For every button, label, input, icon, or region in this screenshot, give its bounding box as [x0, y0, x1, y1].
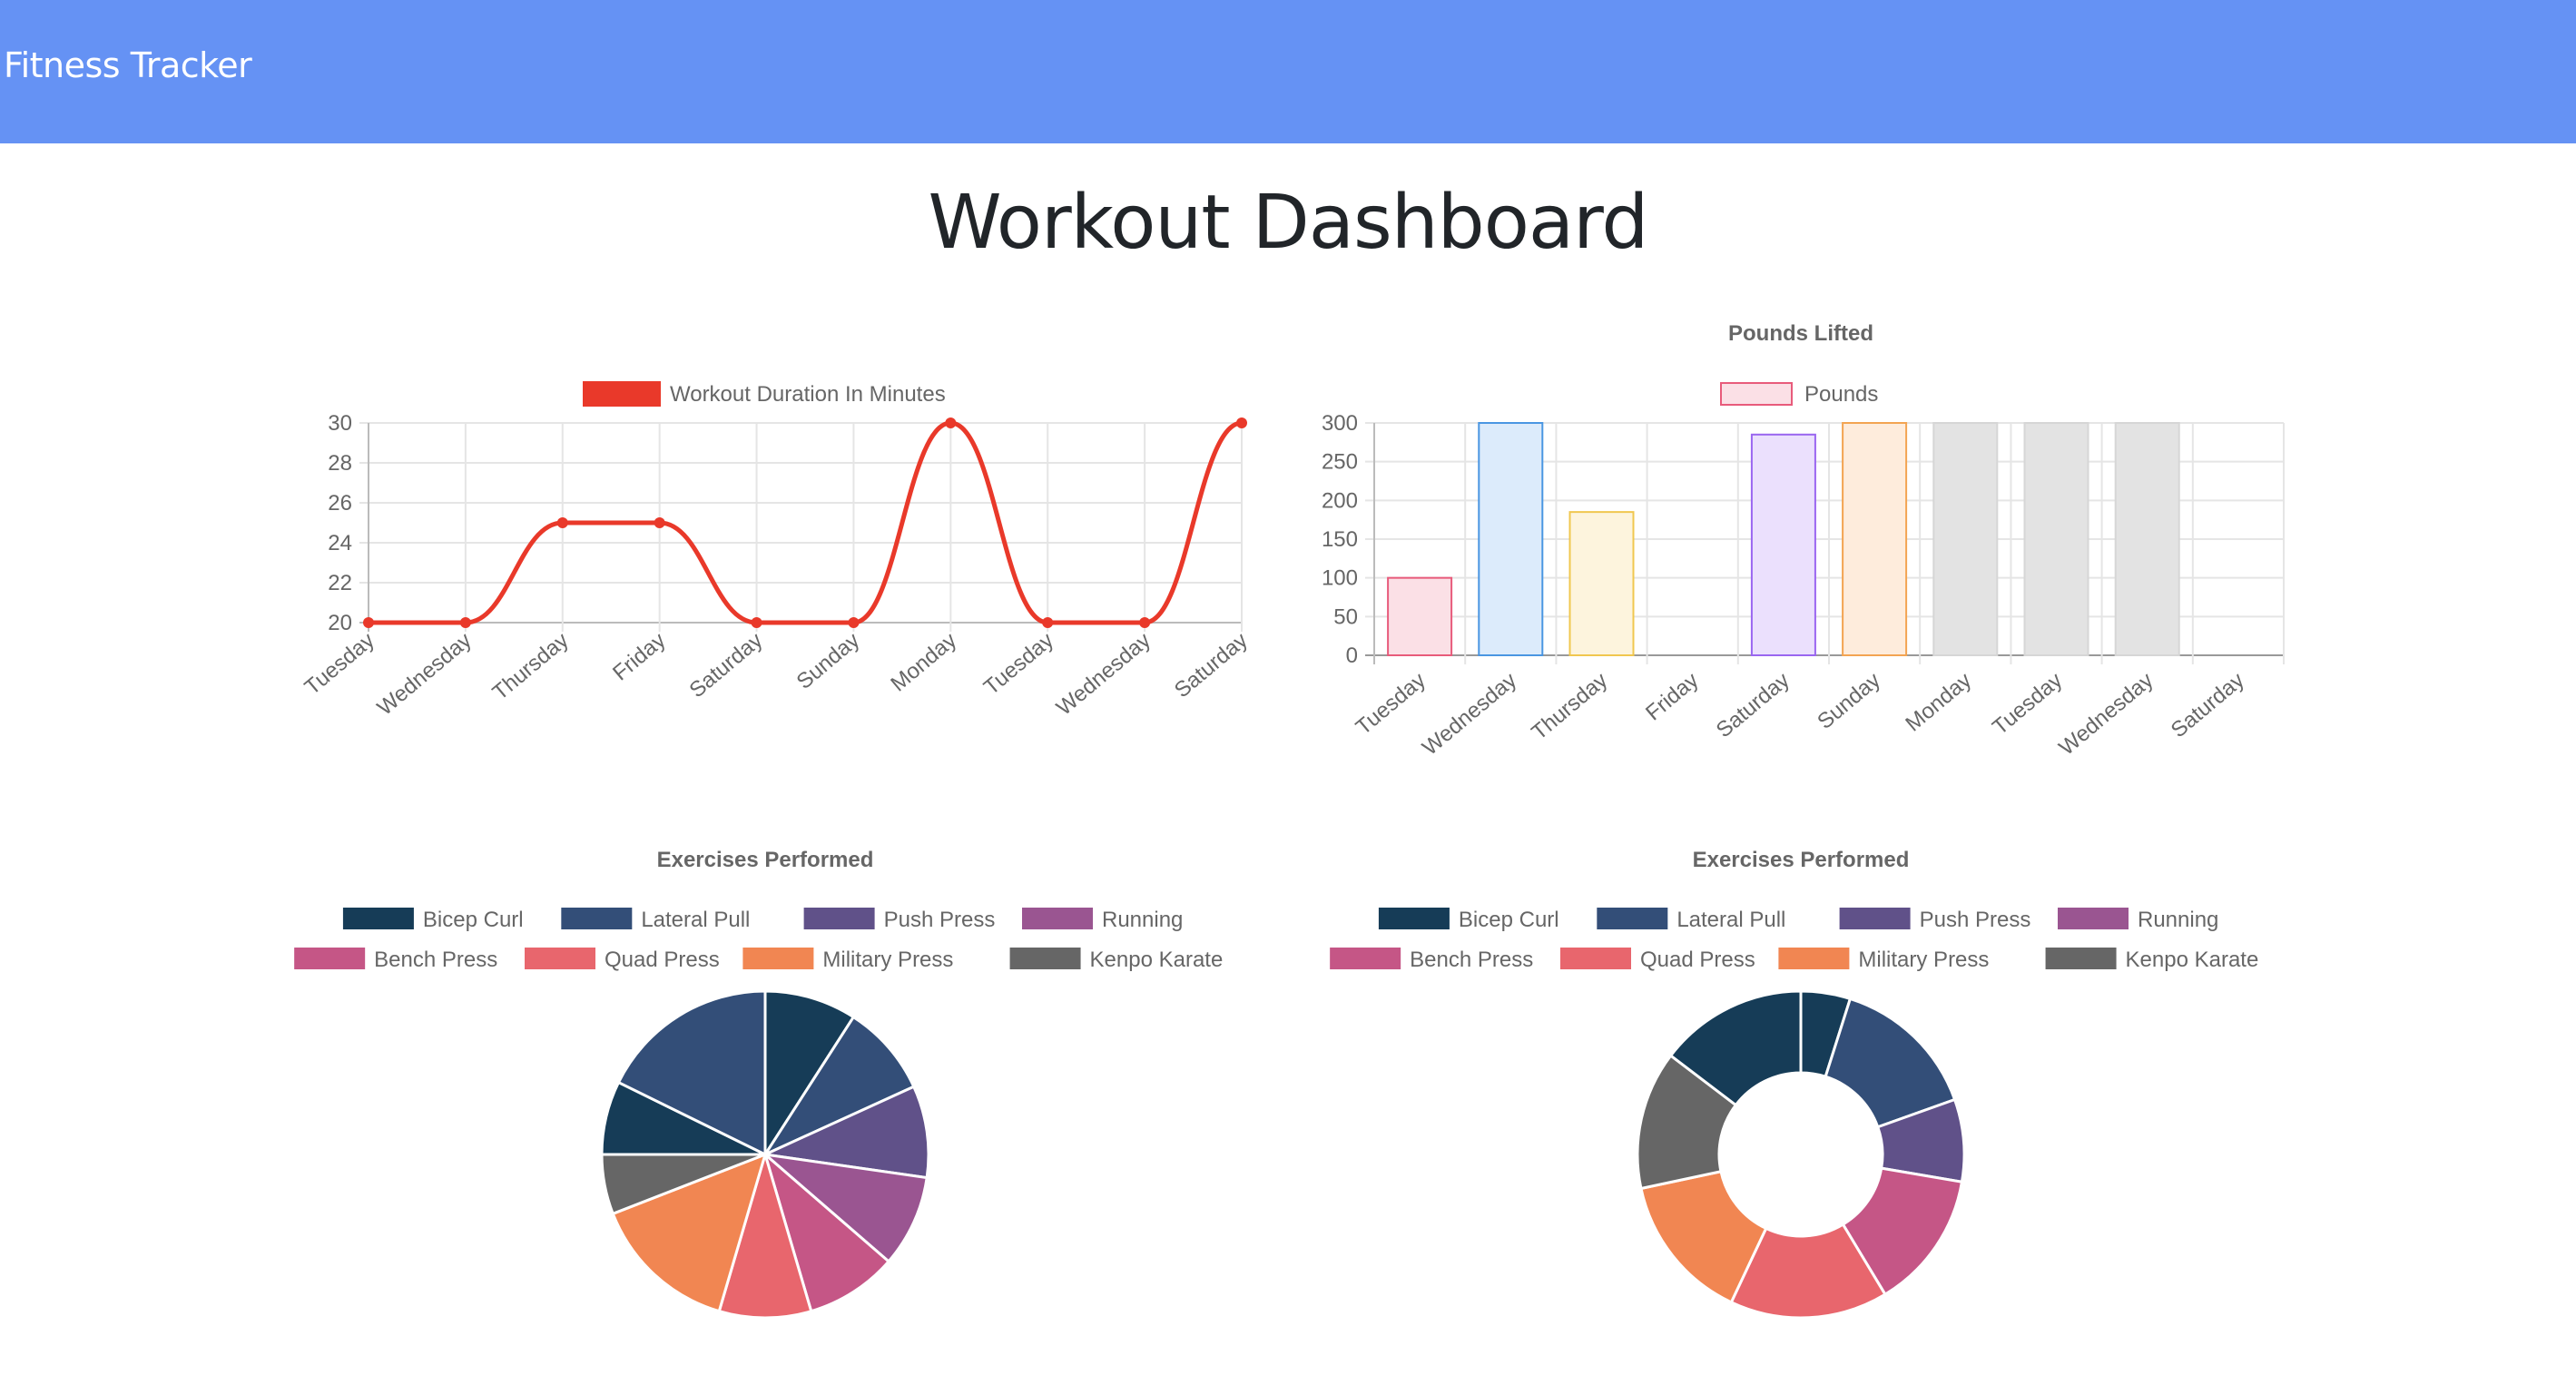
legend-label: Running — [2138, 908, 2218, 932]
chart-title: Pounds Lifted — [1728, 321, 1873, 346]
bar — [1750, 433, 1816, 656]
legend-label: Bicep Curl — [423, 908, 524, 932]
y-tick-label: 150 — [1322, 527, 1358, 552]
y-tick-label: 22 — [328, 571, 352, 595]
navbar-brand[interactable]: Fitness Tracker — [4, 45, 252, 85]
legend-label: Push Press — [1920, 908, 2031, 932]
line-point — [848, 617, 860, 628]
y-tick-label: 24 — [328, 531, 352, 555]
legend-label: Quad Press — [1640, 948, 1755, 972]
legend-swatch — [1560, 948, 1631, 969]
bar — [1478, 422, 1544, 656]
line-point — [459, 617, 471, 628]
legend-label: Running — [1102, 908, 1183, 932]
y-tick-label: 28 — [328, 451, 352, 476]
line-point — [1042, 617, 1054, 628]
legend-swatch — [1330, 948, 1401, 969]
slice-bicep-curl — [1668, 989, 1803, 1107]
slice-lateral-pull — [761, 1015, 916, 1158]
legend-label: Kenpo Karate — [2126, 948, 2259, 972]
legend-label: Lateral Pull — [1676, 908, 1785, 932]
page-title: Workout Dashboard — [928, 180, 1649, 266]
y-tick-label: 300 — [1322, 411, 1358, 436]
line-point — [654, 517, 665, 528]
bar — [1842, 422, 1908, 656]
legend-label: Lateral Pull — [641, 908, 750, 932]
slice-quad-press — [717, 1149, 813, 1320]
line-point — [945, 417, 957, 428]
legend-swatch — [1009, 948, 1081, 969]
legend-swatch — [525, 948, 595, 969]
legend-label: Bench Press — [1410, 948, 1533, 972]
line-point — [363, 617, 374, 628]
slice-military-press — [611, 1152, 768, 1313]
legend-swatch — [2058, 908, 2129, 929]
line-point — [751, 617, 762, 628]
y-tick-label: 200 — [1322, 488, 1358, 513]
slice-running — [761, 1152, 929, 1263]
chart-title: Exercises Performed — [1693, 848, 1910, 872]
slice-lateral-pull — [616, 989, 767, 1157]
bar — [1568, 511, 1635, 657]
legend-label: Push Press — [884, 908, 996, 932]
slice-push-press — [760, 1085, 930, 1180]
line-point — [1139, 617, 1151, 628]
bar — [1932, 422, 1999, 656]
legend-swatch — [342, 908, 414, 929]
navbar: Fitness Tracker — [0, 0, 2576, 143]
y-tick-label: 250 — [1322, 450, 1358, 475]
legend-swatch — [583, 381, 661, 407]
bar — [1387, 576, 1453, 657]
legend-swatch — [742, 948, 814, 969]
legend-label: Quad Press — [605, 948, 720, 972]
legend-swatch — [1778, 948, 1850, 969]
legend-label: Bicep Curl — [1459, 908, 1559, 932]
legend-label: Military Press — [1858, 948, 1989, 972]
line-point — [556, 517, 568, 528]
y-tick-label: 50 — [1333, 604, 1358, 629]
legend-label: Bench Press — [374, 948, 497, 972]
slice-bench-press — [762, 1150, 891, 1313]
bar — [2114, 422, 2180, 656]
slice-bicep-curl — [763, 989, 856, 1160]
legend-label: Kenpo Karate — [1090, 948, 1224, 972]
legend-swatch — [1839, 908, 1911, 929]
legend-swatch — [294, 948, 366, 969]
legend-swatch — [2045, 948, 2117, 969]
legend-label: Military Press — [822, 948, 953, 972]
legend-swatch — [561, 908, 633, 929]
line-point — [1236, 417, 1247, 428]
legend-swatch — [1022, 908, 1093, 929]
legend-swatch — [1597, 908, 1668, 929]
legend-swatch — [1720, 382, 1793, 406]
legend-swatch — [1378, 908, 1450, 929]
bar — [2023, 422, 2089, 656]
legend-swatch — [803, 908, 875, 929]
y-tick-label: 26 — [328, 491, 352, 516]
y-tick-label: 0 — [1346, 643, 1358, 668]
legend-label: Workout Duration In Minutes — [670, 382, 946, 407]
y-tick-label: 20 — [328, 611, 352, 635]
legend-label: Pounds — [1804, 382, 1878, 407]
chart-title: Exercises Performed — [657, 848, 874, 872]
y-tick-label: 30 — [328, 411, 352, 436]
y-tick-label: 100 — [1322, 566, 1358, 591]
